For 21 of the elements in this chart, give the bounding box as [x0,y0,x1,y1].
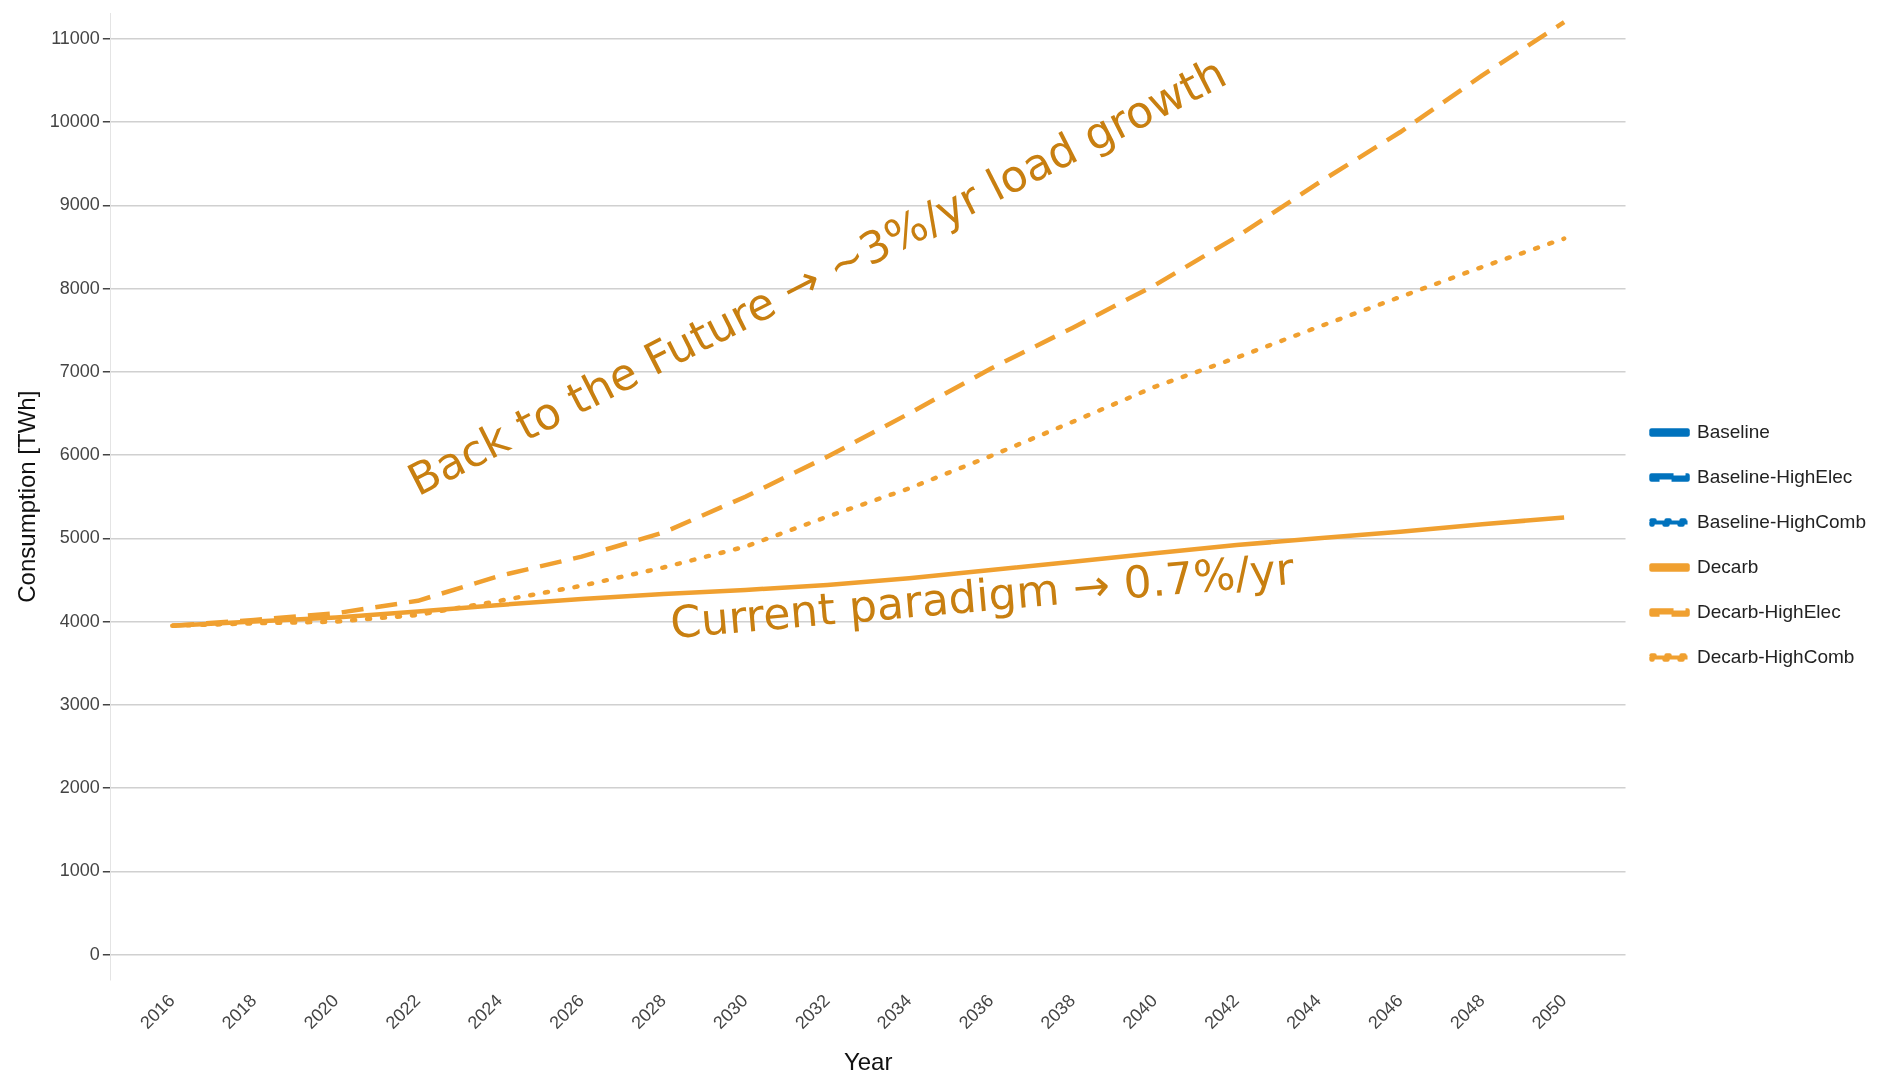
y-tick-label: 7000 [59,360,100,381]
legend-label: Baseline-HighComb [1697,510,1866,532]
legend-label: Decarb-HighElec [1697,600,1841,622]
y-tick-label: 1000 [59,860,100,881]
y-tick-label: 0 [89,943,100,964]
y-axis-title: Consumption [TWh] [13,390,41,603]
legend-label: Baseline [1697,420,1770,442]
y-tick-label: 5000 [59,527,100,548]
y-tick-label: 11000 [51,27,100,48]
x-axis-title: Year [843,1048,893,1076]
y-tick-label: 3000 [59,693,100,714]
y-tick-label: 4000 [59,610,100,631]
y-tick-label: 10000 [49,111,100,132]
legend-label: Decarb-HighComb [1697,645,1855,667]
annotation: Current paradigm → 0.7%/yr [668,542,1297,649]
legend-label: Baseline-HighElec [1697,465,1853,487]
y-tick-label: 9000 [59,194,100,215]
legend-label: Decarb [1697,555,1759,577]
y-tick-label: 8000 [59,277,100,298]
y-tick-label: 2000 [59,777,100,798]
y-tick-label: 6000 [59,444,100,465]
